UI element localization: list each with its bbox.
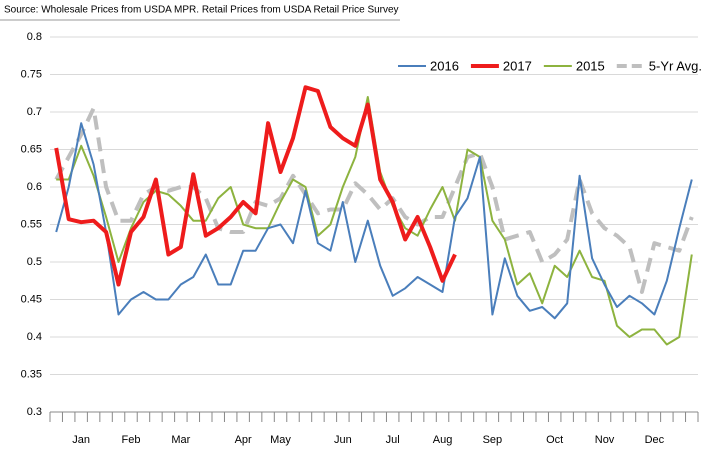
- x-tick-label: Oct: [546, 434, 563, 446]
- y-tick-label: 0.6: [27, 181, 42, 193]
- x-tick-label: Feb: [122, 434, 141, 446]
- legend-label: 2015: [576, 58, 605, 73]
- y-tick-label: 0.4: [27, 331, 42, 343]
- y-tick-label: 0.65: [21, 143, 42, 155]
- x-tick-label: Jan: [72, 434, 90, 446]
- x-tick-label: Sep: [483, 434, 503, 446]
- y-tick-label: 0.35: [21, 368, 42, 380]
- x-tick-label: Aug: [433, 434, 453, 446]
- series-line: [55, 122, 693, 320]
- y-tick-label: 0.7: [27, 106, 42, 118]
- series-line: [54, 85, 457, 287]
- legend-label: 5-Yr Avg.: [649, 58, 702, 73]
- x-tick-label: Nov: [595, 434, 615, 446]
- x-tick-label: Jul: [386, 434, 400, 446]
- series-line: [54, 106, 694, 294]
- x-tick-label: Mar: [171, 434, 190, 446]
- x-tick-label: Jun: [334, 434, 352, 446]
- y-tick-label: 0.8: [27, 31, 42, 43]
- y-tick-label: 0.75: [21, 68, 42, 80]
- legend-label: 2016: [430, 58, 459, 73]
- y-tick-label: 0.55: [21, 218, 42, 230]
- y-tick-label: 0.5: [27, 256, 42, 268]
- x-tick-label: Apr: [235, 434, 252, 446]
- x-tick-label: May: [270, 434, 291, 446]
- legend-label: 2017: [503, 58, 532, 73]
- y-tick-label: 0.45: [21, 293, 42, 305]
- x-tick-label: Dec: [645, 434, 665, 446]
- source-note: Source: Wholesale Prices from USDA MPR. …: [4, 5, 399, 16]
- y-tick-label: 0.3: [27, 406, 42, 418]
